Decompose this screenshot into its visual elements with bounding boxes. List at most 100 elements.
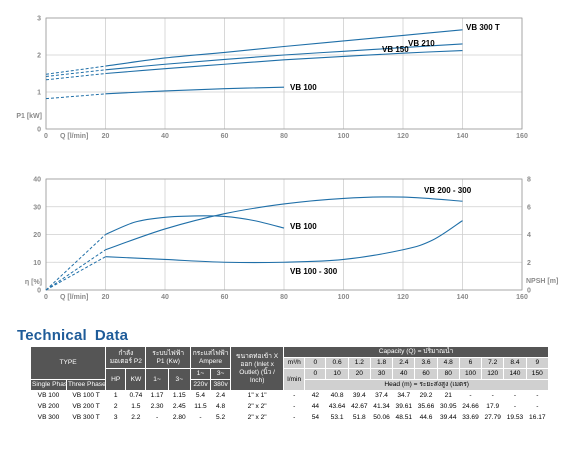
head-value: 37.4 [369,390,394,402]
m3h-6: 4.8 [436,357,460,369]
head-value: 19.53 [503,412,527,424]
series-label: VB 100 [290,222,317,231]
series-line [105,215,285,236]
amp-single-value: 11.5 [189,401,212,413]
series-line [105,43,463,71]
hp-header: HP [105,368,127,391]
x-tick-label: 140 [457,294,469,301]
y-tick-label: 20 [33,232,41,239]
kw-value: 1.5 [125,401,147,413]
head-value: - [481,390,505,402]
series-line [105,196,463,251]
x-axis-label: Q [l/min] [60,133,88,140]
p1-three-value: 1.15 [167,390,191,402]
series-dashed-segment [45,256,106,291]
series-label: VB 100 - 300 [290,267,338,276]
head-value: - [525,390,550,402]
head-value: 42.67 [347,401,371,413]
p1-single-value: - [145,412,169,424]
m3h-3: 1.8 [369,357,394,369]
m3h-4: 2.4 [392,357,416,369]
head-value: 27.79 [481,412,505,424]
lmin-0: 0 [304,368,327,380]
series-label: VB 100 [290,83,317,92]
p1-single-value: 2.30 [145,401,169,413]
series-line [105,50,463,75]
x-tick-label: 0 [44,294,48,301]
plot-frame [45,178,523,291]
y-tick-label: 30 [33,204,41,211]
series-dashed-segment [45,234,106,291]
head-value: - [503,390,527,402]
y-axis-label: P1 [kW] [16,113,42,120]
head-value: 51.8 [347,412,371,424]
lmin-10: 150 [525,368,550,380]
x-tick-label: 60 [221,294,229,301]
head-value: 39.61 [392,401,416,413]
head-value: 33.69 [458,412,483,424]
y-tick-label: 2 [37,53,41,60]
m3h-8: 7.2 [481,357,505,369]
lmin-4: 40 [392,368,416,380]
x-tick-label: 160 [516,133,528,140]
x-tick-label: 60 [221,133,229,140]
head-value: 53.1 [325,412,349,424]
m3h-9: 8.4 [503,357,527,369]
y-tick-label: 0 [37,127,41,134]
head-value: 54 [304,412,327,424]
m3h-10: 9 [525,357,550,369]
amp-three-value: 4.8 [210,401,232,413]
head-value: 30.95 [436,401,460,413]
lmin-5: 60 [414,368,438,380]
series-label: VB 210 [408,39,435,48]
y-right-tick-label: 6 [527,204,531,211]
amp-three-value: 2.4 [210,390,232,402]
three-phase-model: VB 300 T [65,412,107,424]
x-tick-label: 40 [161,133,169,140]
three-phase-model: VB 100 T [65,390,107,402]
x-tick-label: 20 [102,294,110,301]
p1-three-value: 2.80 [167,412,191,424]
lmin-8: 120 [481,368,505,380]
head-value: 35.66 [414,401,438,413]
amp-single-value: - [189,412,212,424]
y-axis-label: η [%] [25,279,42,286]
head-value: 44 [304,401,327,413]
lmin-7: 100 [458,368,483,380]
ampere-header: กระแสไฟฟ้า Ampere [189,346,232,369]
inlet-outlet-value: 2" x 2" [230,412,285,424]
three-phase-model: VB 200 T [65,401,107,413]
p1-single-value: 1.17 [145,390,169,402]
single-phase-model: VB 300 [30,412,67,424]
y-tick-label: 0 [37,288,41,295]
y-right-tick-label: 4 [527,232,531,239]
head-value: 39.44 [436,412,460,424]
y-tick-label: 10 [33,260,41,267]
head-value: - [458,390,483,402]
technical-data-title: Technical Data [17,327,136,344]
p1-header: ระบบไฟฟ้า P1 (Kw) [145,346,191,369]
head-value: 24.66 [458,401,483,413]
x-tick-label: 0 [44,133,48,140]
y-right-tick-label: 0 [527,288,531,295]
m3h-5: 3.6 [414,357,438,369]
capacity-zero-marker: - [283,412,306,424]
hp-value: 2 [105,401,127,413]
plot-frame [45,17,523,130]
amp-single-header: 1~ [189,368,212,380]
three-phase-header: Three Phase [65,379,107,391]
head-value: - [503,401,527,413]
series-line [105,220,463,264]
head-value: 43.64 [325,401,349,413]
x-tick-label: 120 [397,294,409,301]
x-tick-label: 100 [338,133,350,140]
head-value: 17.9 [481,401,505,413]
lmin-label: l/min [283,368,306,391]
m3h-2: 1.2 [347,357,371,369]
lmin-2: 20 [347,368,371,380]
capacity-header: Capacity (Q) = ปริมาณน้ำ [283,346,549,358]
hp-value: 3 [105,412,127,424]
table-row: VB 300 VB 300 T 3 2.2-2.80-5.2 2" x 2" -54 53.… [30,412,550,424]
lmin-3: 30 [369,368,394,380]
m3h-7: 6 [458,357,483,369]
